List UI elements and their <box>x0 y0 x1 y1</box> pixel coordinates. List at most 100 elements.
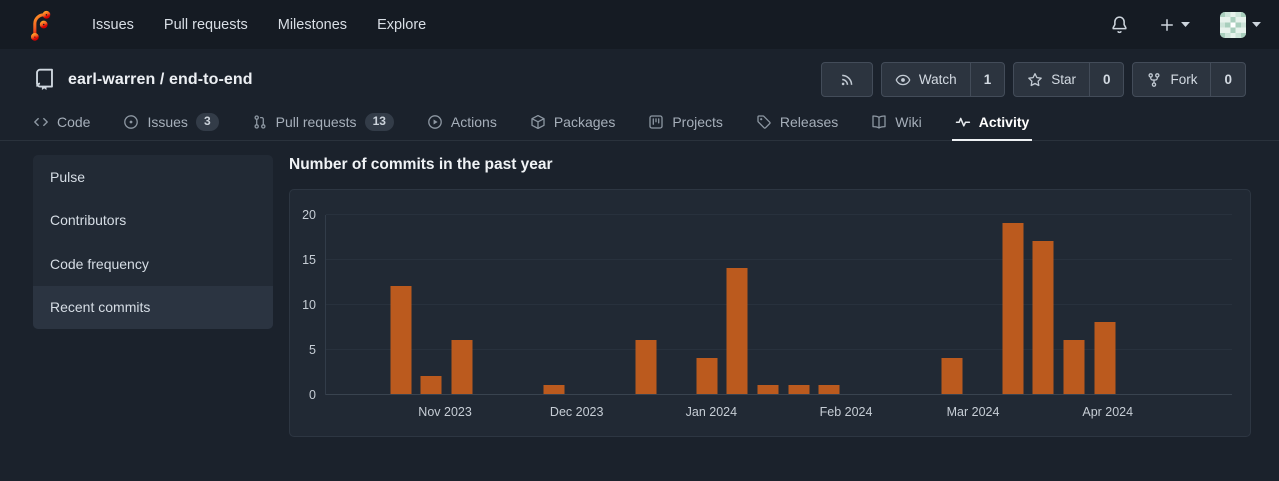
tab-releases[interactable]: Releases <box>753 104 841 141</box>
nav-link-explore[interactable]: Explore <box>377 16 427 33</box>
commit-bar[interactable] <box>420 376 442 394</box>
issue-opened-icon <box>124 114 139 129</box>
gridline-y10 <box>326 304 1232 305</box>
sidebar-item-pulse[interactable]: Pulse <box>50 168 86 185</box>
commit-bar[interactable] <box>543 385 565 394</box>
tab-pull-requests[interactable]: Pull requests 13 <box>249 104 397 141</box>
star-label: Star <box>1051 72 1076 87</box>
plus-icon <box>1161 18 1173 31</box>
commit-bar[interactable] <box>1063 340 1085 394</box>
fork-button: Fork 0 <box>1132 62 1246 97</box>
tab-pull-requests-label: Pull requests <box>275 113 357 130</box>
project-board-icon <box>649 114 663 129</box>
watch-button-main[interactable]: Watch <box>882 63 970 96</box>
user-avatar <box>1220 11 1246 38</box>
tab-issues[interactable]: Issues 3 <box>120 104 221 141</box>
play-circle-icon <box>428 114 442 129</box>
sidebar-item-code-frequency[interactable]: Code frequency <box>50 255 149 272</box>
tab-actions[interactable]: Actions <box>424 104 500 141</box>
issues-count-badge: 3 <box>195 112 219 131</box>
tab-code[interactable]: Code <box>30 104 93 141</box>
chevron-down-icon <box>1181 22 1190 27</box>
y-axis-tick-label: 0 <box>309 388 316 402</box>
commit-bar[interactable] <box>1002 223 1024 394</box>
tab-wiki[interactable]: Wiki <box>868 104 924 141</box>
top-navbar: Issues Pull requests Milestones Explore <box>0 0 1279 49</box>
star-icon <box>1028 72 1043 86</box>
navbar-links: Issues Pull requests Milestones Explore <box>92 17 426 33</box>
nav-link-milestones[interactable]: Milestones <box>277 16 348 33</box>
notifications-bell-icon[interactable] <box>1110 15 1129 34</box>
star-button-main[interactable]: Star <box>1014 63 1089 96</box>
fork-icon <box>1148 72 1161 87</box>
tab-wiki-label: Wiki <box>895 113 922 130</box>
fork-button-main[interactable]: Fork <box>1133 63 1210 96</box>
star-count[interactable]: 0 <box>1088 63 1124 96</box>
tab-packages[interactable]: Packages <box>527 104 618 141</box>
x-axis-month-label: Jan 2024 <box>685 405 738 419</box>
book-icon <box>872 114 886 129</box>
repo-title[interactable]: earl-warren / end-to-end <box>68 70 253 88</box>
recent-commits-main: Number of commits in the past year 0 5 10 1… <box>289 155 1251 437</box>
create-new-button[interactable] <box>1159 17 1190 33</box>
activity-sidebar: Pulse Contributors Code frequency Recent… <box>33 155 273 329</box>
x-axis-month-label: Dec 2023 <box>549 405 604 419</box>
gridline-y15 <box>326 259 1232 260</box>
x-axis-month-label: Apr 2024 <box>1082 405 1134 419</box>
commit-bar[interactable] <box>941 358 963 394</box>
commit-bar[interactable] <box>1032 241 1054 394</box>
tab-activity[interactable]: Activity <box>951 104 1033 141</box>
tab-issues-label: Issues <box>147 113 188 130</box>
watch-label: Watch <box>918 72 957 87</box>
watch-button: Watch 1 <box>880 62 1006 97</box>
commit-bar[interactable] <box>1094 322 1116 394</box>
commit-bar[interactable] <box>757 385 779 394</box>
gridline-y5 <box>326 349 1232 350</box>
nav-link-pull-requests[interactable]: Pull requests <box>163 16 248 33</box>
repo-header: earl-warren / end-to-end Watch <box>0 49 1279 97</box>
repo-action-buttons: Watch 1 Star 0 Fo <box>820 62 1246 97</box>
commit-bar[interactable] <box>788 385 810 394</box>
tab-packages-label: Packages <box>553 113 616 130</box>
commit-bar[interactable] <box>390 286 412 394</box>
gridline-y20 <box>326 214 1232 215</box>
y-axis-tick-label: 5 <box>309 343 316 357</box>
tab-code-label: Code <box>57 113 91 130</box>
star-button: Star 0 <box>1013 62 1125 97</box>
navbar-right <box>1110 11 1261 38</box>
commit-bar[interactable] <box>451 340 473 394</box>
sidebar-item-recent-commits[interactable]: Recent commits <box>33 285 273 329</box>
tab-projects[interactable]: Projects <box>645 104 726 141</box>
user-menu-button[interactable] <box>1220 11 1261 38</box>
forgejo-logo-icon[interactable] <box>26 8 56 42</box>
chart-title: Number of commits in the past year <box>289 156 553 173</box>
tab-actions-label: Actions <box>450 113 497 130</box>
x-axis-month-label: Mar 2024 <box>946 405 1000 419</box>
activity-pulse-icon <box>955 117 970 127</box>
rss-icon <box>841 74 853 85</box>
gridline-y0 <box>326 394 1232 395</box>
nav-link-issues[interactable]: Issues <box>92 16 134 33</box>
tab-activity-label: Activity <box>978 113 1030 130</box>
tab-projects-label: Projects <box>672 113 723 130</box>
x-axis-month-label: Feb 2024 <box>819 405 873 419</box>
tab-releases-label: Releases <box>779 113 839 130</box>
chevron-down-icon <box>1252 22 1261 27</box>
commits-chart-card: 0 5 10 15 20 Nov 2023 Dec 2023 Jan 2024 Feb 2024… <box>289 189 1251 437</box>
fork-label: Fork <box>1170 72 1198 87</box>
commit-bar[interactable] <box>818 385 840 394</box>
watch-count[interactable]: 1 <box>969 63 1005 96</box>
y-axis-tick-label: 10 <box>302 298 316 312</box>
eye-icon <box>895 74 911 85</box>
rss-button[interactable] <box>820 62 873 97</box>
commit-bar[interactable] <box>635 340 657 394</box>
sidebar-item-contributors[interactable]: Contributors <box>50 212 127 229</box>
package-icon <box>531 114 545 129</box>
repo-tabs: Code Issues 3 Pull requests 13 Actions P… <box>0 104 1279 141</box>
activity-content: Pulse Contributors Code frequency Recent… <box>0 141 1279 437</box>
commit-bar[interactable] <box>696 358 718 394</box>
code-icon <box>34 117 48 126</box>
commit-bar[interactable] <box>726 268 748 394</box>
fork-count[interactable]: 0 <box>1210 63 1245 96</box>
